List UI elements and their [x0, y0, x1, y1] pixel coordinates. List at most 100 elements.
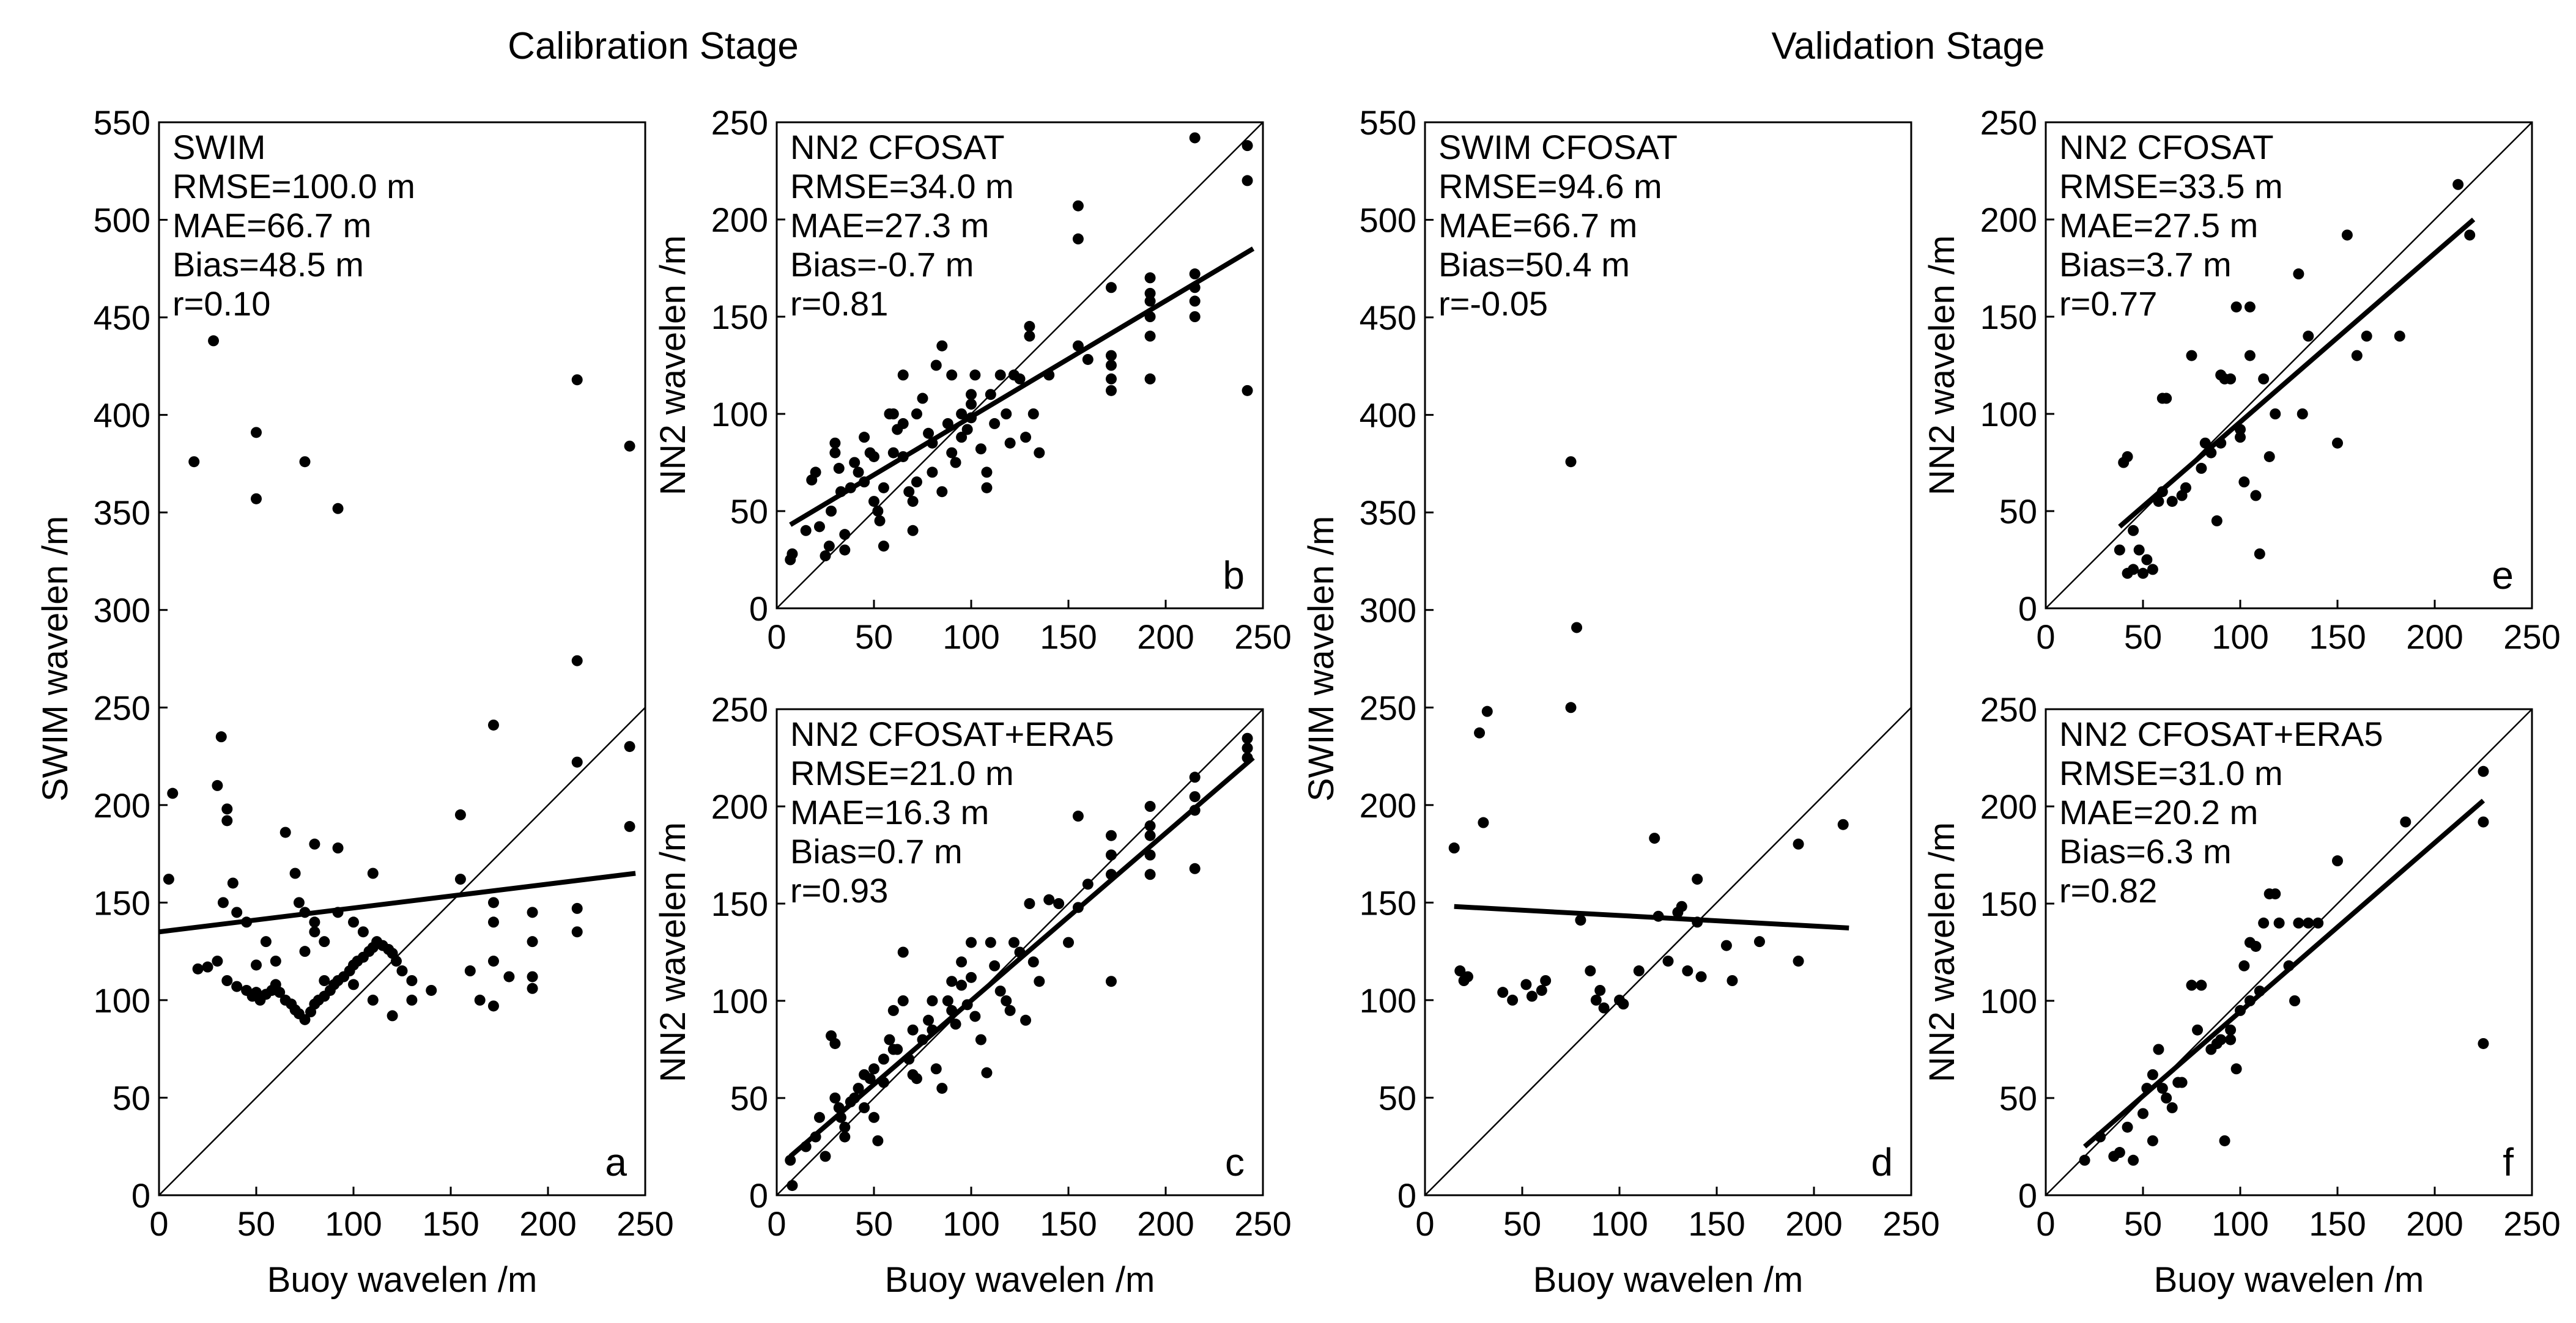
data-point-b-77	[1105, 385, 1117, 396]
data-point-b-66	[1027, 408, 1039, 419]
data-point-b-62	[1014, 373, 1026, 385]
data-point-e-29	[2258, 373, 2270, 385]
data-point-a-23	[274, 987, 286, 998]
panel-c: 0 50 100 150 200 250 0 50 100 150 200 250 Buoy wavel…	[653, 690, 1292, 1300]
data-point-c-34	[930, 1063, 942, 1075]
data-point-a-92	[571, 374, 583, 386]
data-point-d-14	[1565, 702, 1577, 713]
y-tick-label-d-0: 0	[1397, 1176, 1416, 1215]
data-point-a-93	[571, 655, 583, 666]
data-point-b-65	[1024, 330, 1035, 342]
data-point-d-29	[1682, 965, 1693, 977]
data-point-e-10	[2153, 496, 2164, 507]
data-point-b-74	[1105, 350, 1117, 361]
x-tick-label-e-200: 200	[2406, 617, 2463, 656]
data-point-c-77	[1189, 863, 1201, 874]
data-point-b-52	[969, 369, 981, 381]
data-point-a-99	[624, 820, 635, 832]
data-point-f-39	[2332, 855, 2343, 867]
data-point-c-78	[1242, 732, 1253, 744]
data-point-c-43	[966, 937, 977, 948]
data-point-b-87	[1189, 295, 1201, 307]
y-tick-label-a-400: 400	[94, 396, 150, 435]
data-point-f-38	[2312, 917, 2324, 929]
data-point-f-28	[2250, 940, 2262, 952]
data-point-e-38	[2361, 330, 2372, 342]
data-point-a-1	[163, 874, 174, 885]
data-point-d-0	[1448, 842, 1460, 854]
data-point-b-53	[975, 443, 986, 455]
data-point-b-22	[872, 506, 884, 517]
x-tick-label-b-100: 100	[942, 617, 999, 656]
calibration-stage-title: Calibration Stage	[508, 25, 799, 67]
data-point-e-6	[2133, 544, 2145, 556]
data-point-b-37	[923, 427, 935, 439]
stats-line-f-3: Bias=6.3 m	[2059, 832, 2232, 871]
y-tick-label-d-250: 250	[1360, 688, 1416, 727]
data-point-b-11	[833, 463, 845, 474]
data-point-b-34	[911, 408, 922, 419]
data-point-c-0	[785, 1154, 796, 1166]
x-tick-label-f-100: 100	[2211, 1204, 2268, 1243]
data-point-c-53	[1008, 937, 1020, 948]
data-point-c-11	[839, 1121, 851, 1133]
data-point-c-82	[907, 1024, 919, 1036]
data-point-e-15	[2180, 482, 2191, 493]
y-axis-label-a: SWIM wavelen /m	[35, 516, 75, 802]
data-point-b-45	[946, 447, 958, 459]
data-point-b-29	[897, 369, 909, 381]
stats-line-e-3: Bias=3.7 m	[2059, 245, 2232, 284]
data-point-f-15	[2176, 1077, 2188, 1088]
data-point-a-64	[309, 838, 320, 850]
data-point-b-25	[878, 540, 889, 552]
x-tick-label-c-200: 200	[1137, 1204, 1194, 1243]
data-point-e-2	[2122, 451, 2133, 462]
data-point-a-9	[231, 907, 243, 918]
data-point-e-35	[2332, 437, 2343, 449]
data-point-a-11	[192, 963, 204, 975]
data-point-e-4	[2128, 525, 2139, 536]
data-point-b-14	[839, 544, 851, 556]
data-point-c-65	[1105, 830, 1117, 841]
data-point-e-16	[2186, 350, 2197, 361]
x-tick-label-f-150: 150	[2309, 1204, 2366, 1243]
data-point-d-15	[1571, 622, 1583, 633]
data-point-b-16	[849, 457, 861, 468]
x-tick-label-c-100: 100	[942, 1204, 999, 1243]
data-point-b-69	[1072, 200, 1084, 212]
data-point-b-50	[966, 389, 977, 400]
data-point-a-91	[527, 982, 538, 994]
panel-e: 0 50 100 150 200 250 0 50 100 150 200 250 NN2 wavele…	[1922, 103, 2561, 656]
data-point-d-12	[1540, 975, 1552, 986]
data-point-b-48	[956, 432, 968, 443]
y-tick-label-b-100: 100	[711, 395, 768, 433]
data-point-c-51	[1001, 995, 1012, 1006]
y-tick-label-d-150: 150	[1360, 883, 1416, 922]
data-point-e-17	[2196, 463, 2207, 474]
data-point-f-5	[2128, 1154, 2139, 1166]
data-point-c-21	[878, 1053, 889, 1065]
data-point-c-55	[1020, 1014, 1032, 1026]
data-point-b-79	[1144, 287, 1156, 299]
x-axis-label-c: Buoy wavelen /m	[885, 1260, 1155, 1300]
x-tick-label-a-150: 150	[422, 1204, 479, 1243]
data-point-d-33	[1720, 940, 1732, 951]
data-point-c-19	[868, 1111, 879, 1123]
data-point-e-27	[2250, 490, 2262, 501]
stats-line-d-2: MAE=66.7 m	[1438, 206, 1637, 245]
axes-frame-c	[775, 708, 1264, 1196]
data-point-c-36	[942, 995, 953, 1006]
panel-a: 0 50 100 150 200 250 0 50 100 150 200 250 300 350 400 4…	[35, 103, 674, 1300]
data-point-b-7	[823, 540, 835, 552]
panel-f: 0 50 100 150 200 250 0 50 100 150 200 250 Buoy wavel…	[1922, 690, 2561, 1300]
stats-line-e-0: NN2 CFOSAT	[2059, 128, 2274, 166]
data-point-d-20	[1598, 1002, 1610, 1014]
x-tick-label-b-150: 150	[1040, 617, 1097, 656]
data-point-b-44	[946, 369, 958, 381]
stats-line-b-1: RMSE=34.0 m	[790, 167, 1014, 205]
panel-letter-c: c	[1225, 1140, 1245, 1184]
y-tick-label-f-50: 50	[1999, 1079, 2037, 1118]
y-tick-label-c-200: 200	[711, 787, 768, 826]
data-point-b-20	[868, 451, 879, 462]
identity-line-d	[1424, 707, 1912, 1196]
